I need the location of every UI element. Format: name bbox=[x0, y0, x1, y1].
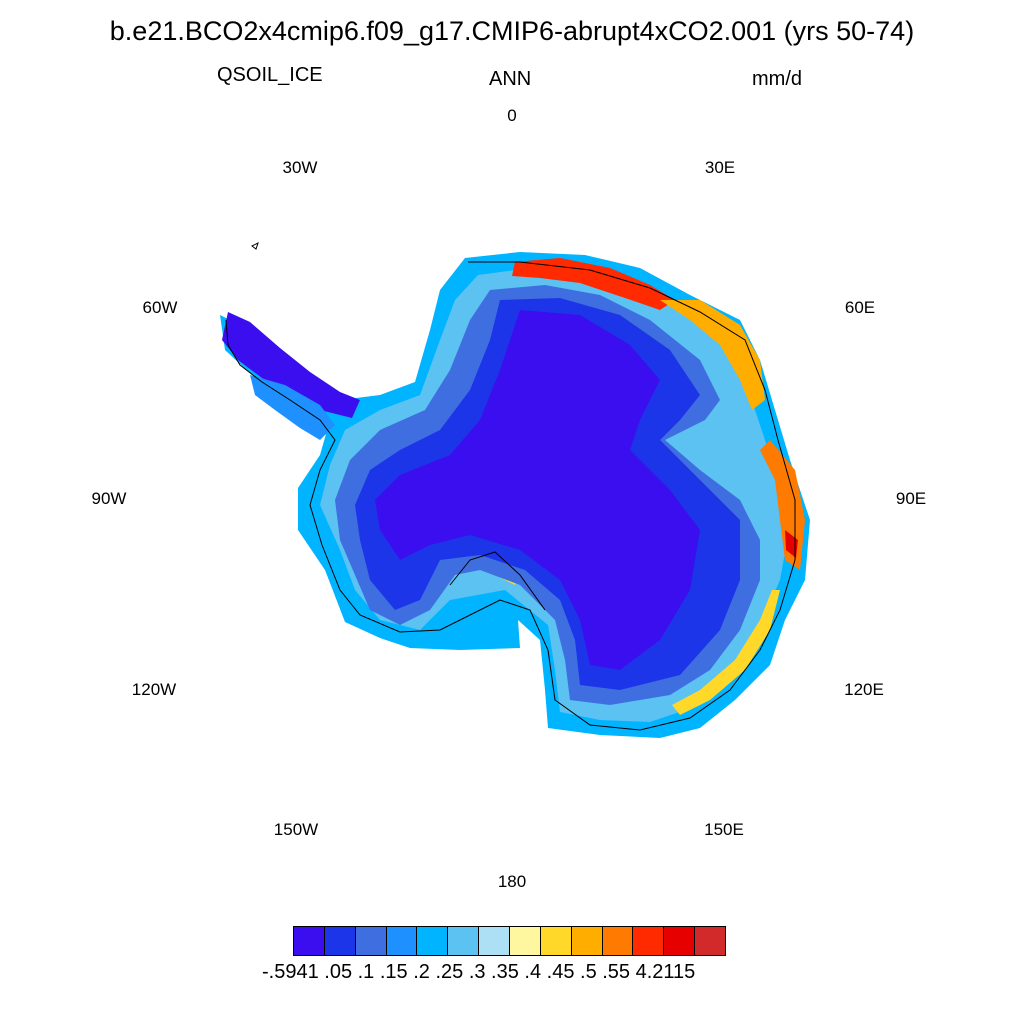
plot-title: b.e21.BCO2x4cmip6.f09_g17.CMIP6-abrupt4x… bbox=[109, 16, 915, 46]
colorbar-box-12 bbox=[664, 927, 696, 955]
lon-label-180: 180 bbox=[497, 872, 527, 891]
lon-label-30e: 30E bbox=[704, 158, 736, 177]
coastline-path bbox=[225, 261, 796, 731]
warm-arc-north bbox=[512, 258, 675, 310]
colorbar-box-5 bbox=[448, 927, 480, 955]
antarctic-peninsula bbox=[222, 312, 360, 418]
colorbar-box-13 bbox=[695, 927, 726, 955]
season-label: ANN bbox=[489, 68, 532, 90]
lon-label-120w: 120W bbox=[131, 680, 177, 699]
lon-label-150w: 150W bbox=[273, 820, 319, 839]
colorbar-box-2 bbox=[355, 927, 387, 955]
ross-ice-edge bbox=[449, 551, 546, 611]
lon-label-60e: 60E bbox=[844, 298, 876, 317]
units-label: mm/d bbox=[752, 68, 802, 90]
colorbar bbox=[293, 926, 726, 956]
colorbar-box-0 bbox=[294, 927, 325, 955]
warm-arc-northeast bbox=[660, 300, 765, 410]
colorbar-box-6 bbox=[479, 927, 511, 955]
coastline bbox=[225, 242, 796, 731]
colorbar-box-1 bbox=[324, 927, 356, 955]
lon-label-30w: 30W bbox=[282, 158, 318, 177]
lon-label-90e: 90E bbox=[895, 489, 927, 508]
island-outline bbox=[251, 242, 259, 250]
colorbar-box-4 bbox=[417, 927, 449, 955]
peninsula-fringe bbox=[250, 375, 335, 440]
colorbar-box-3 bbox=[386, 927, 418, 955]
lon-label-90w: 90W bbox=[91, 489, 127, 508]
ice-interior bbox=[222, 285, 760, 705]
colorbar-box-7 bbox=[510, 927, 541, 955]
colorbar-labels: -.5941 .05 .1 .15 .2 .25 .3 .35 .4 .45 .… bbox=[262, 961, 696, 983]
colorbar-box-10 bbox=[602, 927, 634, 955]
lon-label-60w: 60W bbox=[142, 298, 178, 317]
lon-label-150e: 150E bbox=[704, 820, 744, 839]
variable-name: QSOIL_ICE bbox=[217, 64, 323, 86]
lon-label-0: 0 bbox=[507, 106, 517, 125]
violet-core bbox=[375, 310, 700, 670]
colorbar-box-8 bbox=[540, 927, 572, 955]
warm-arc-southeast bbox=[672, 590, 780, 715]
colorbar-box-11 bbox=[633, 927, 665, 955]
lon-label-120e: 120E bbox=[844, 680, 884, 699]
colorbar-box-9 bbox=[571, 927, 603, 955]
